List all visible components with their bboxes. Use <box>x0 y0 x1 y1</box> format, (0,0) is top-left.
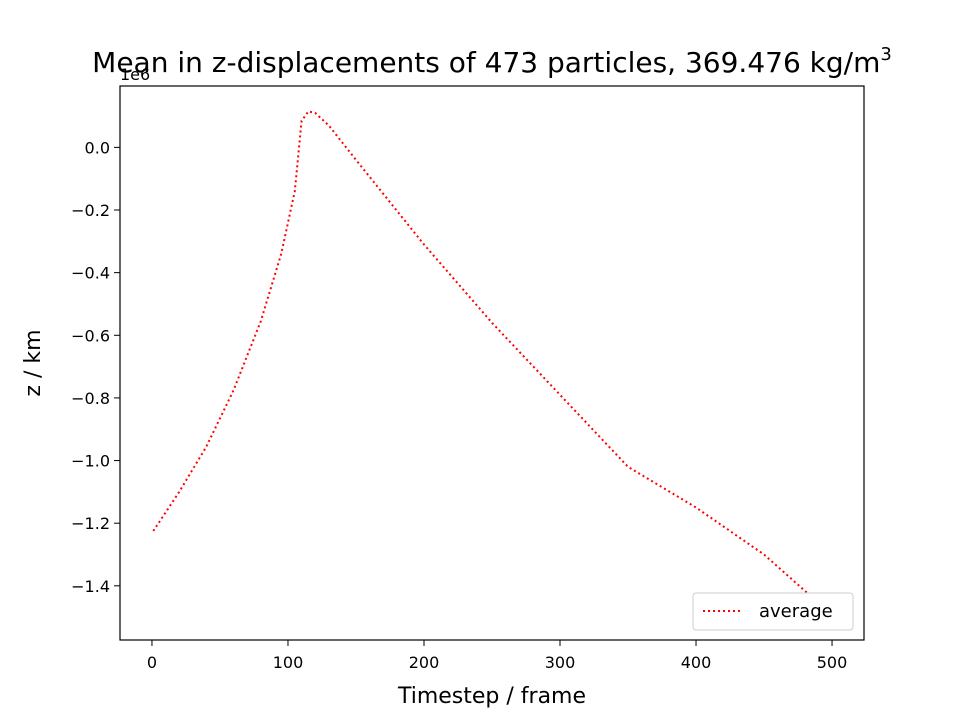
y-tick-label: −1.0 <box>71 452 110 471</box>
legend: average <box>692 592 854 631</box>
chart-title-superscript: 3 <box>880 44 891 65</box>
x-axis-ticks: 0 100 200 300 400 500 <box>147 640 847 672</box>
series-layer <box>152 110 813 598</box>
y-tick-label: −0.4 <box>71 264 110 283</box>
y-axis-label: z / km <box>21 329 46 396</box>
y-tick-label: −0.8 <box>71 389 110 408</box>
y-axis-ticks: 0.0 −0.2 −0.4 −0.6 −0.8 −1.0 −1.2 −1.4 <box>71 138 120 596</box>
y-tick-label: −1.4 <box>71 577 110 596</box>
y-tick-label: 0.0 <box>85 138 110 157</box>
chart-title-main: Mean in z-displacements of 473 particles… <box>92 46 880 79</box>
series-line-average <box>152 110 813 598</box>
x-axis-label: Timestep / frame <box>397 684 586 709</box>
y-tick-label: −0.6 <box>71 326 110 345</box>
chart-title: Mean in z-displacements of 473 particles… <box>92 44 892 79</box>
y-offset-label: 1e6 <box>120 65 150 84</box>
x-tick-label: 200 <box>409 653 440 672</box>
x-tick-label: 0 <box>147 653 157 672</box>
plot-frame <box>119 85 865 641</box>
plot-area <box>120 86 864 640</box>
x-tick-label: 100 <box>273 653 304 672</box>
x-tick-label: 400 <box>681 653 712 672</box>
y-tick-label: −1.2 <box>71 514 110 533</box>
x-tick-label: 300 <box>545 653 576 672</box>
y-tick-label: −0.2 <box>71 201 110 220</box>
legend-box <box>692 592 854 631</box>
x-tick-label: 500 <box>817 653 848 672</box>
legend-entry-average: average <box>759 601 833 622</box>
